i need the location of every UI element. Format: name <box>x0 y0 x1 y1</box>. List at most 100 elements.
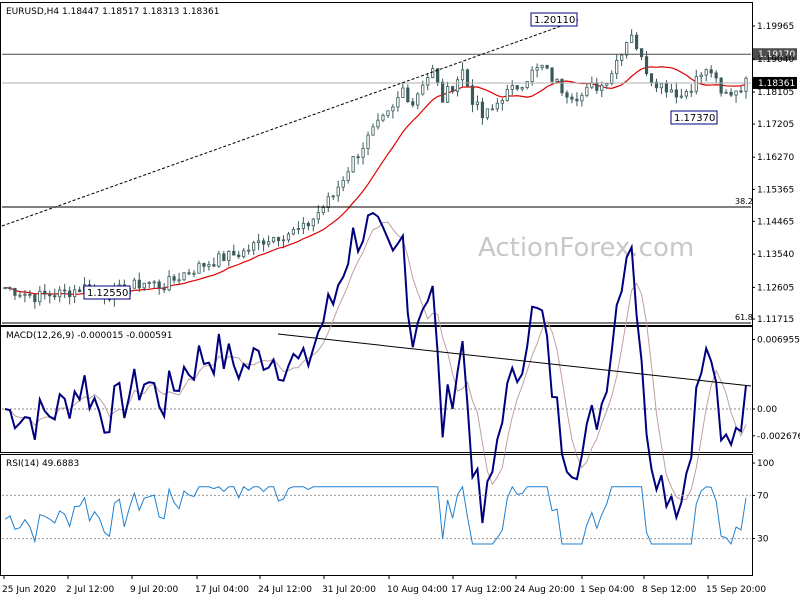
candle-body <box>531 70 533 81</box>
price-tick-label: 1.13540 <box>757 250 794 260</box>
candle-body <box>700 75 702 77</box>
candle-body <box>282 240 284 241</box>
candle-body <box>4 288 6 289</box>
candle-body <box>342 180 344 187</box>
candle-body <box>29 294 31 295</box>
x-tick-label: 9 Jul 20:00 <box>130 585 179 595</box>
price-callout-label: 1.12550 <box>87 288 128 299</box>
candle-body <box>441 82 443 102</box>
candle-body <box>218 254 220 266</box>
x-tick-label: 24 Jul 12:00 <box>258 585 312 595</box>
candle-body <box>516 86 518 89</box>
candle-body <box>730 92 732 95</box>
candle-body <box>272 238 274 242</box>
candle-body <box>19 295 21 296</box>
candle-body <box>247 250 249 251</box>
candle-body <box>546 65 548 68</box>
candle-body <box>267 242 269 244</box>
candle-body <box>153 282 155 283</box>
candle-body <box>297 228 299 229</box>
candle-body <box>322 208 324 213</box>
candle-body <box>461 70 463 80</box>
dashed-trendline <box>2 20 578 226</box>
candle-body <box>138 280 140 288</box>
price-tick-label: 1.12605 <box>757 283 794 293</box>
candle-body <box>412 102 414 105</box>
candle-body <box>536 68 538 71</box>
candle-body <box>735 91 737 95</box>
x-tick-label: 15 Sep 20:00 <box>706 585 766 595</box>
candle-body <box>720 78 722 93</box>
macd-tick-label: 0.006955 <box>757 335 800 345</box>
macd-title: MACD(12,26,9) -0.000015 -0.000591 <box>6 331 172 341</box>
candle-body <box>39 291 41 302</box>
candle-body <box>526 81 528 87</box>
candle-body <box>377 120 379 127</box>
candle-body <box>198 263 200 273</box>
candle-body <box>715 73 717 78</box>
candle-body <box>307 223 309 226</box>
price-ohlc: 1.18447 1.18517 1.18313 1.18361 <box>62 7 219 17</box>
rsi-pane-border <box>1 455 753 576</box>
candle-body <box>317 213 319 219</box>
candle-body <box>178 280 180 281</box>
candle-body <box>680 96 682 97</box>
x-tick-label: 31 Jul 20:00 <box>322 585 376 595</box>
price-title: EURUSD,H4 <box>6 7 59 17</box>
candle-body <box>705 70 707 75</box>
candle-body <box>402 88 404 98</box>
candle-body <box>312 219 314 226</box>
candle-body <box>9 288 11 289</box>
price-pane-border <box>1 3 753 326</box>
x-tick-label: 8 Sep 12:00 <box>642 585 697 595</box>
candle-body <box>417 94 419 105</box>
candle-body <box>576 99 578 101</box>
candle-body <box>611 74 613 84</box>
rsi-tick-label: 30 <box>757 535 769 545</box>
candle-body <box>347 172 349 181</box>
price-tick-label: 1.19040 <box>757 55 794 65</box>
candle-body <box>54 296 56 297</box>
candle-body <box>511 86 513 90</box>
candle-body <box>501 100 503 103</box>
candle-body <box>357 157 359 158</box>
candle-body <box>213 265 215 267</box>
candle-body <box>645 57 647 74</box>
x-tick-label: 10 Aug 04:00 <box>387 585 448 595</box>
x-tick-label: 17 Aug 12:00 <box>451 585 512 595</box>
candle-body <box>625 43 627 56</box>
price-tick-label: 1.19965 <box>757 22 794 32</box>
candle-body <box>541 65 543 67</box>
macd-tick-label: -0.002676 <box>757 432 800 442</box>
candle-body <box>397 98 399 107</box>
price-tick-label: 1.14465 <box>757 217 794 227</box>
candle-body <box>491 109 493 110</box>
candle-body <box>372 127 374 135</box>
candle-body <box>208 265 210 267</box>
candle-body <box>407 88 409 102</box>
x-tick-label: 17 Jul 04:00 <box>195 585 249 595</box>
candle-body <box>68 291 70 297</box>
macd-tick-label: 0.00 <box>757 405 777 415</box>
candle-body <box>387 111 389 116</box>
candle-body <box>606 84 608 86</box>
candle-body <box>78 290 80 292</box>
candle-body <box>188 273 190 274</box>
candle-body <box>695 77 697 92</box>
candle-body <box>745 78 747 91</box>
fib-level-label: 61.8 <box>735 313 753 322</box>
candle-body <box>620 55 622 60</box>
candle-body <box>551 68 553 81</box>
candle-body <box>193 273 195 274</box>
candle-body <box>287 234 289 240</box>
candle-body <box>660 84 662 88</box>
candle-body <box>332 196 334 197</box>
candle-body <box>277 238 279 241</box>
price-tick-label: 1.11715 <box>757 315 794 325</box>
candle-body <box>233 251 235 255</box>
candle-body <box>133 280 135 288</box>
candle-body <box>496 103 498 109</box>
candle-body <box>367 135 369 148</box>
